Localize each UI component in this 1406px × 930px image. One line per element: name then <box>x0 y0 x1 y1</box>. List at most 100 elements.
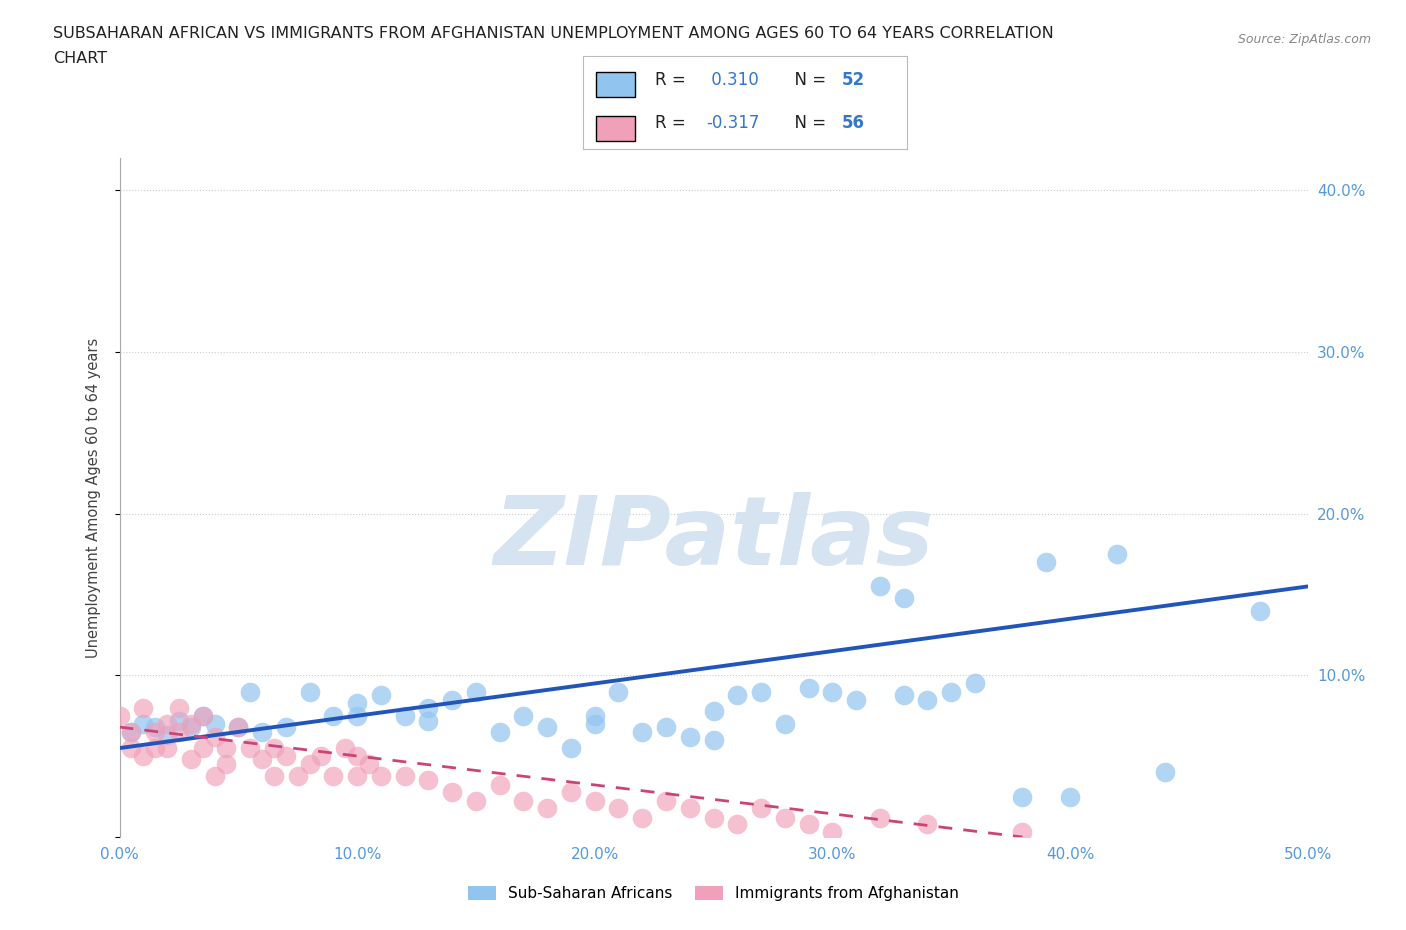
Point <box>215 740 238 755</box>
Point <box>250 752 273 767</box>
Point <box>120 724 142 739</box>
Point <box>167 724 190 739</box>
Point <box>464 684 488 699</box>
Text: Source: ZipAtlas.com: Source: ZipAtlas.com <box>1237 33 1371 46</box>
Point <box>298 684 321 699</box>
Point <box>143 720 166 735</box>
Point <box>607 801 630 816</box>
Point <box>441 692 464 707</box>
Point <box>702 733 725 748</box>
Text: ZIPatlas: ZIPatlas <box>494 492 934 585</box>
Point <box>939 684 962 699</box>
Point <box>120 740 142 755</box>
Point <box>370 687 392 702</box>
Point <box>1011 825 1033 840</box>
Point <box>773 716 796 731</box>
Point <box>167 713 190 728</box>
Point <box>631 810 654 825</box>
Point <box>536 720 558 735</box>
Point <box>893 687 915 702</box>
Point <box>191 709 214 724</box>
Point <box>239 684 262 699</box>
Point <box>287 768 309 783</box>
Point <box>418 713 440 728</box>
Point <box>1107 547 1129 562</box>
Point <box>228 720 250 735</box>
Point <box>156 716 179 731</box>
Point <box>655 794 678 809</box>
Point <box>679 729 702 744</box>
Point <box>274 720 297 735</box>
Point <box>180 716 202 731</box>
Point <box>512 794 534 809</box>
Text: CHART: CHART <box>53 51 107 66</box>
Point <box>821 825 844 840</box>
Point <box>702 810 725 825</box>
Point <box>143 740 166 755</box>
Point <box>464 794 488 809</box>
Point <box>346 768 368 783</box>
Point <box>1154 764 1177 779</box>
Point <box>346 696 368 711</box>
Point <box>1035 555 1057 570</box>
Point <box>560 784 582 799</box>
Text: -0.317: -0.317 <box>706 113 759 132</box>
Legend: Sub-Saharan Africans, Immigrants from Afghanistan: Sub-Saharan Africans, Immigrants from Af… <box>463 880 965 908</box>
Point <box>132 716 155 731</box>
Point <box>311 749 333 764</box>
Point <box>191 740 214 755</box>
Point <box>797 817 820 831</box>
Text: N =: N = <box>785 71 831 89</box>
Point <box>893 591 915 605</box>
Text: R =: R = <box>655 71 690 89</box>
Text: N =: N = <box>785 113 831 132</box>
Point <box>679 801 702 816</box>
Point <box>655 720 678 735</box>
Point <box>394 709 416 724</box>
Point <box>749 801 772 816</box>
Point <box>204 768 226 783</box>
Point <box>917 817 939 831</box>
Point <box>322 709 344 724</box>
Text: 56: 56 <box>842 113 865 132</box>
Y-axis label: Unemployment Among Ages 60 to 64 years: Unemployment Among Ages 60 to 64 years <box>86 338 101 658</box>
Text: R =: R = <box>655 113 690 132</box>
Point <box>263 768 285 783</box>
FancyBboxPatch shape <box>596 72 636 97</box>
Point <box>512 709 534 724</box>
Text: SUBSAHARAN AFRICAN VS IMMIGRANTS FROM AFGHANISTAN UNEMPLOYMENT AMONG AGES 60 TO : SUBSAHARAN AFRICAN VS IMMIGRANTS FROM AF… <box>53 26 1054 41</box>
Point <box>536 801 558 816</box>
Point <box>749 684 772 699</box>
Point <box>394 768 416 783</box>
Point <box>917 692 939 707</box>
Point <box>204 716 226 731</box>
Point <box>1011 790 1033 804</box>
Point <box>583 794 606 809</box>
Point <box>108 709 131 724</box>
Point <box>346 749 368 764</box>
Point <box>583 716 606 731</box>
Point <box>607 684 630 699</box>
Point <box>215 757 238 772</box>
Point <box>274 749 297 764</box>
Point <box>773 810 796 825</box>
Point <box>869 579 891 594</box>
Point <box>204 729 226 744</box>
Point <box>322 768 344 783</box>
Point <box>191 709 214 724</box>
Point <box>488 724 510 739</box>
Point <box>167 700 190 715</box>
Point <box>180 752 202 767</box>
Point <box>298 757 321 772</box>
Point <box>583 709 606 724</box>
Point <box>560 740 582 755</box>
Point <box>335 740 357 755</box>
FancyBboxPatch shape <box>596 116 636 141</box>
Point <box>1249 604 1271 618</box>
Point <box>263 740 285 755</box>
Point <box>132 749 155 764</box>
Point <box>357 757 380 772</box>
Point <box>143 724 166 739</box>
Text: 0.310: 0.310 <box>706 71 759 89</box>
Point <box>963 676 986 691</box>
